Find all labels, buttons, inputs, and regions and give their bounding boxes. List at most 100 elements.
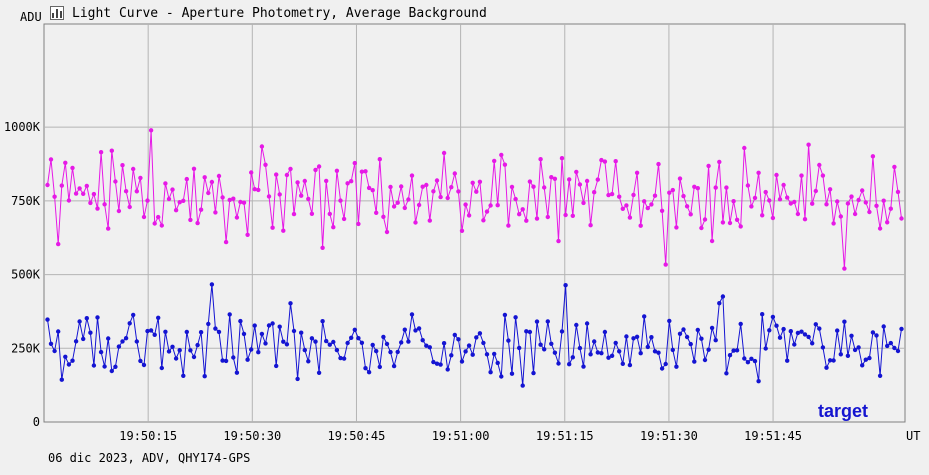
data-point: [838, 352, 843, 357]
data-point: [770, 314, 776, 320]
data-point: [642, 199, 647, 204]
data-point: [534, 319, 540, 324]
data-point: [717, 301, 722, 306]
data-point: [102, 364, 107, 369]
data-point: [863, 357, 868, 362]
data-point: [123, 189, 129, 194]
data-point: [527, 329, 533, 335]
data-point: [420, 338, 425, 343]
data-point: [659, 366, 665, 371]
data-point: [206, 190, 211, 196]
data-point: [274, 172, 279, 177]
data-point: [520, 383, 525, 388]
data-point: [95, 315, 100, 320]
data-point: [166, 196, 172, 202]
data-point: [84, 316, 90, 321]
data-point: [438, 362, 443, 367]
data-point: [313, 339, 318, 344]
data-point: [402, 327, 407, 332]
data-point: [84, 183, 90, 189]
data-point: [470, 352, 475, 357]
data-point: [216, 329, 222, 335]
data-point: [245, 232, 250, 237]
data-point: [331, 339, 336, 345]
data-point: [198, 207, 204, 212]
data-point: [592, 339, 597, 344]
data-point: [720, 220, 726, 225]
data-point: [427, 218, 432, 223]
data-point: [542, 347, 547, 352]
series-reference-0: [45, 128, 904, 271]
data-point: [542, 185, 547, 190]
data-point: [602, 159, 608, 164]
data-point: [813, 188, 818, 194]
data-point: [181, 198, 186, 203]
data-point: [63, 354, 68, 359]
data-point: [835, 328, 840, 333]
data-point: [98, 349, 104, 355]
data-point: [706, 163, 711, 169]
data-point: [709, 325, 715, 331]
data-point: [788, 201, 793, 206]
data-point: [638, 223, 643, 228]
data-point: [474, 335, 479, 340]
data-point: [238, 199, 243, 205]
data-point: [291, 211, 297, 217]
data-point: [395, 349, 400, 355]
data-point: [817, 326, 822, 331]
data-point: [777, 197, 783, 202]
data-point: [416, 326, 422, 331]
data-point: [734, 217, 740, 222]
data-point: [767, 328, 772, 333]
data-point: [860, 363, 865, 368]
data-point: [434, 361, 440, 366]
data-point: [870, 330, 876, 335]
data-point: [831, 221, 836, 226]
data-point: [341, 356, 347, 361]
data-point: [391, 363, 397, 369]
data-point: [549, 341, 554, 346]
data-point: [445, 195, 450, 201]
data-point: [413, 220, 418, 225]
data-point: [810, 341, 815, 346]
data-point: [642, 314, 647, 319]
data-point: [481, 218, 486, 223]
data-point: [363, 169, 368, 174]
data-point: [763, 346, 768, 351]
data-point: [624, 203, 629, 208]
data-point: [324, 178, 329, 184]
data-point: [795, 330, 801, 336]
data-point: [713, 338, 718, 343]
data-point: [538, 157, 543, 162]
data-point: [502, 162, 508, 167]
data-point: [299, 330, 304, 335]
chart-icon: [50, 6, 64, 20]
data-point: [874, 203, 879, 208]
y-tick-label: 750K: [11, 194, 41, 208]
data-point: [256, 350, 261, 355]
data-point: [234, 370, 240, 375]
data-point: [152, 221, 157, 226]
data-point: [188, 348, 193, 353]
data-point: [795, 211, 801, 217]
data-point: [852, 347, 858, 353]
data-point: [270, 225, 275, 230]
data-point: [306, 359, 311, 364]
data-point: [148, 328, 154, 333]
data-point: [524, 218, 529, 223]
data-point: [609, 191, 615, 197]
data-point: [466, 343, 472, 348]
data-point: [631, 192, 636, 198]
data-point: [692, 184, 697, 189]
data-point: [191, 354, 197, 360]
data-point: [413, 328, 418, 333]
x-tick-label: 19:51:45: [744, 429, 802, 443]
data-point: [599, 157, 604, 163]
data-point: [849, 194, 854, 199]
data-point: [495, 360, 500, 366]
data-point: [281, 339, 286, 344]
data-point: [252, 187, 257, 192]
data-point: [484, 352, 490, 357]
data-point: [681, 193, 686, 199]
data-point: [177, 348, 182, 353]
